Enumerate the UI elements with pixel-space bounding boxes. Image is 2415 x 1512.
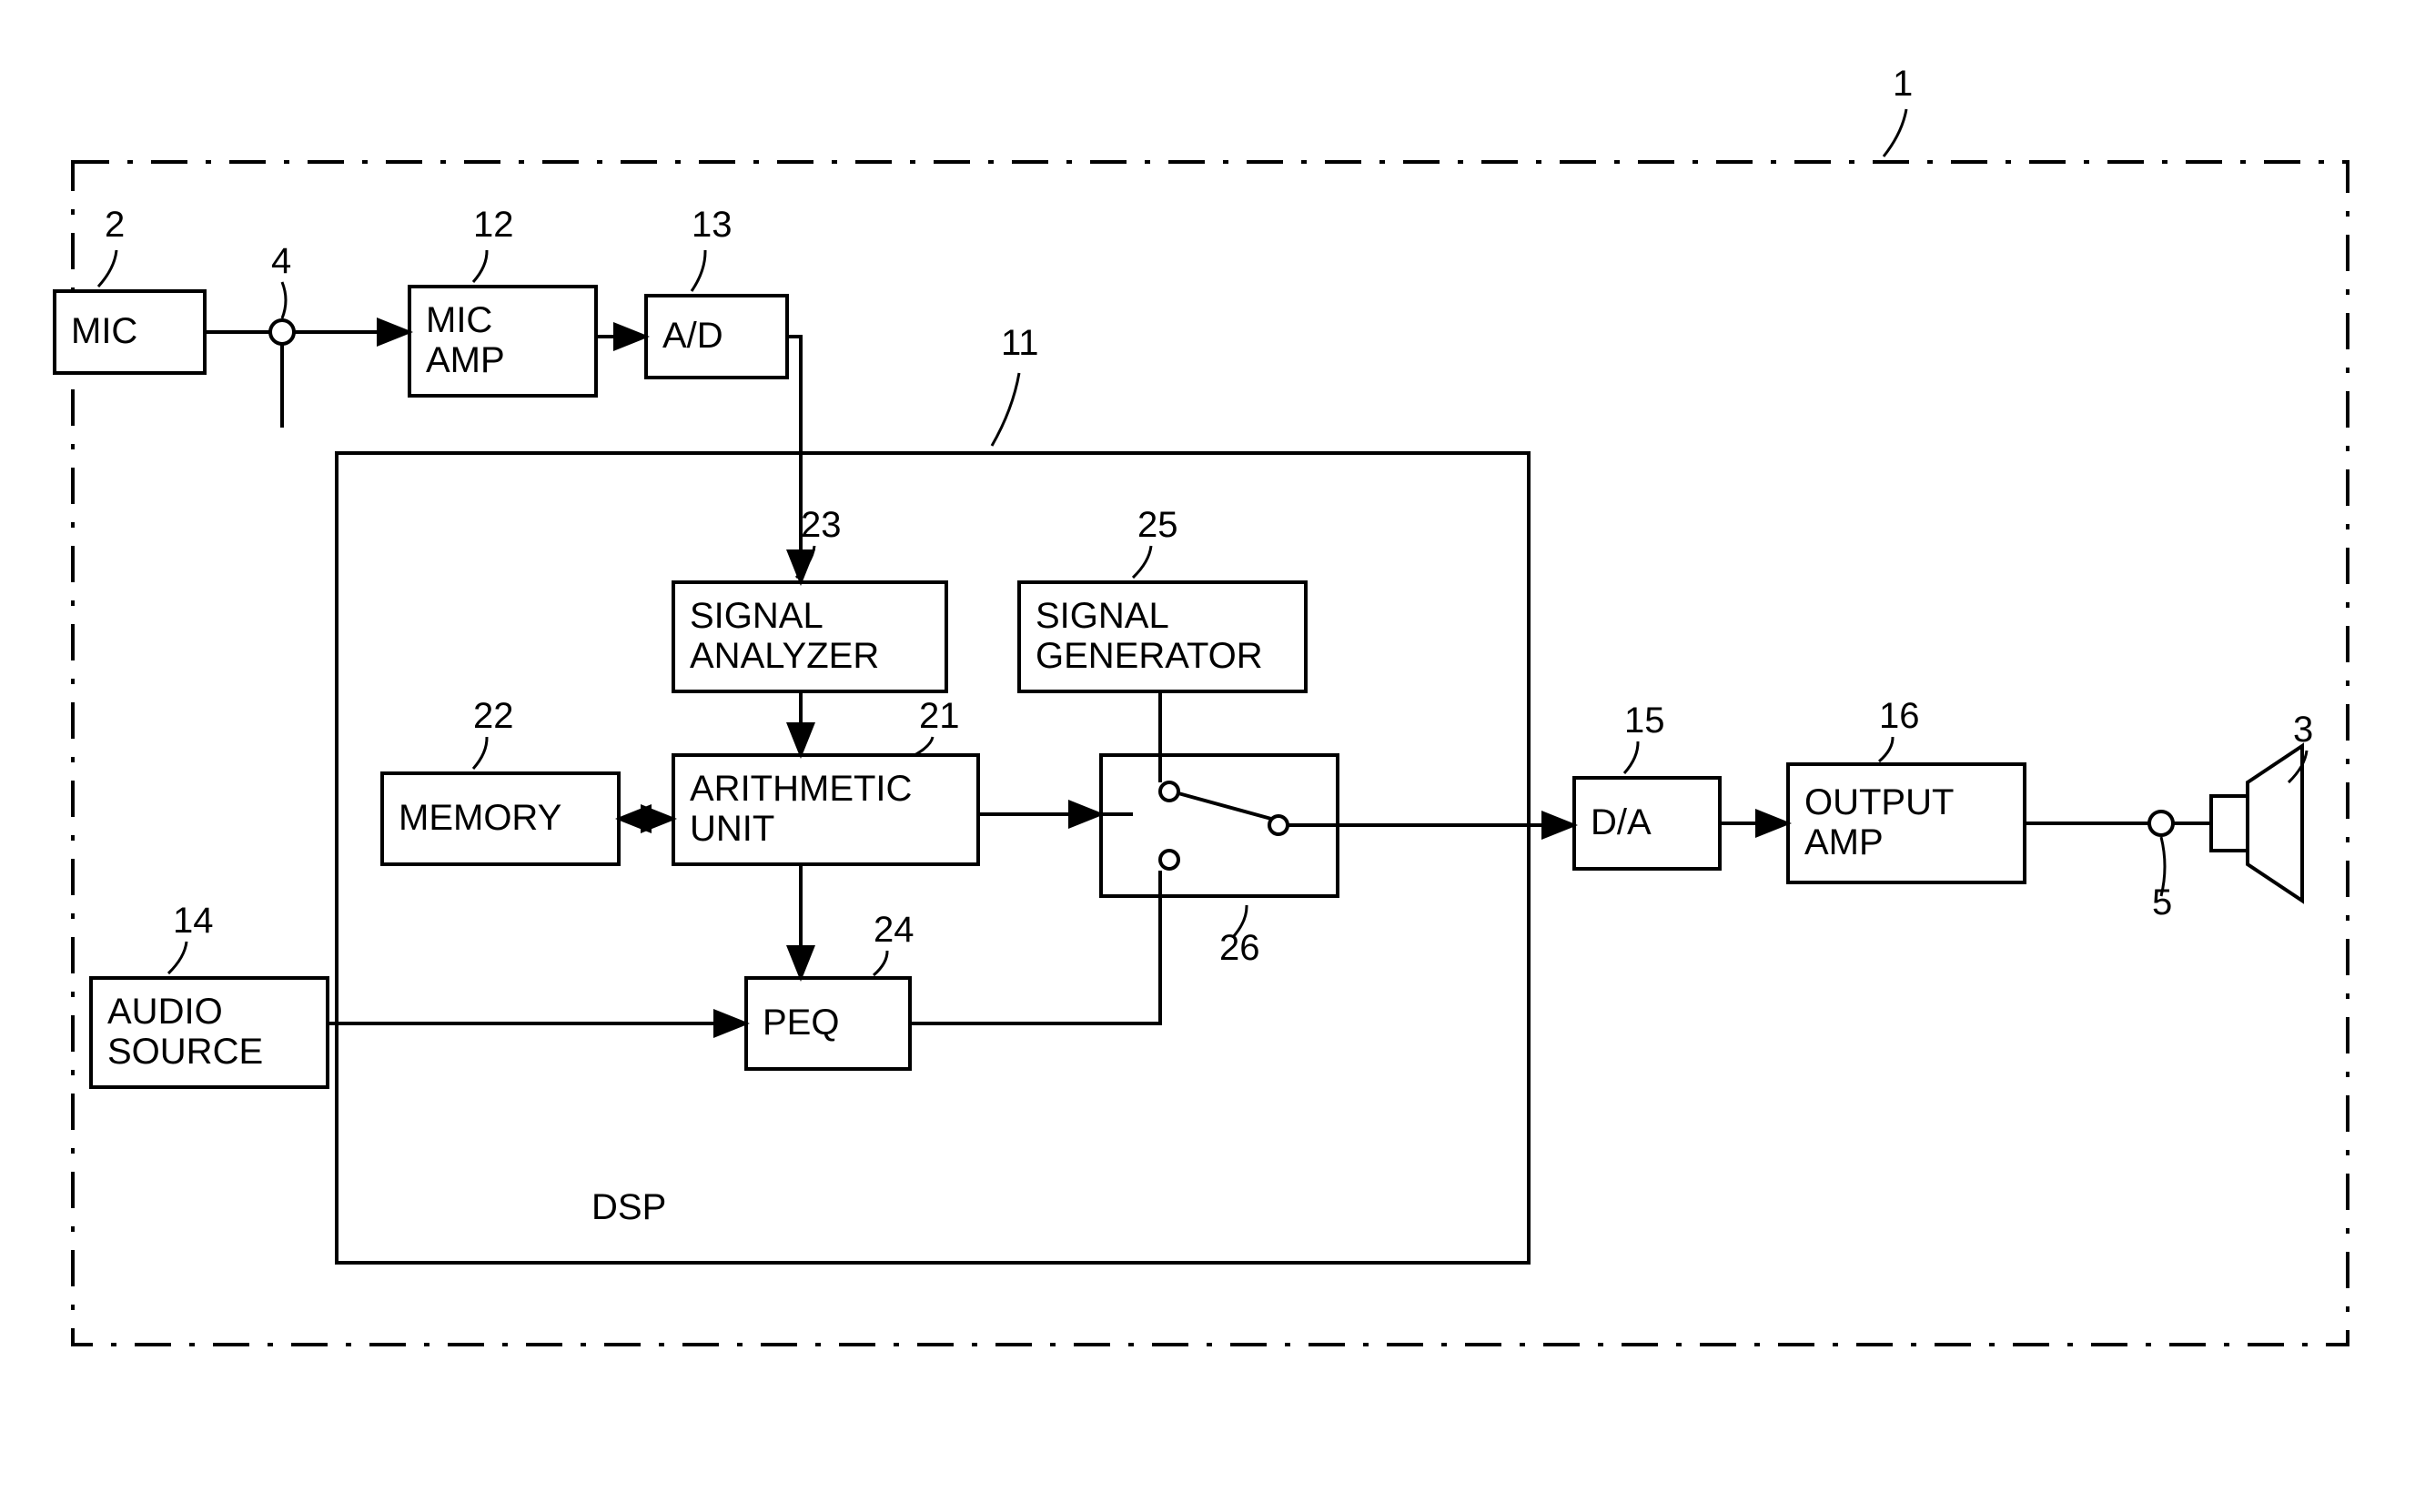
ref-23: 23 xyxy=(801,505,842,545)
mic_amp-label: MIC xyxy=(426,300,492,340)
ref-15: 15 xyxy=(1624,701,1665,741)
out_amp-label: AMP xyxy=(1804,822,1884,862)
ref-14: 14 xyxy=(173,901,214,941)
arith-label: UNIT xyxy=(690,809,774,849)
ref-leader xyxy=(1884,109,1906,156)
mic_amp-label: AMP xyxy=(426,340,505,380)
ref-3: 3 xyxy=(2293,710,2313,750)
out_amp-label: OUTPUT xyxy=(1804,782,1954,822)
arith-label: ARITHMETIC xyxy=(690,769,912,809)
ref-24: 24 xyxy=(874,910,914,950)
peq-label: PEQ xyxy=(763,1003,839,1043)
ref-16: 16 xyxy=(1879,696,1920,736)
ref-26: 26 xyxy=(1219,928,1260,968)
memory-label: MEMORY xyxy=(399,798,561,838)
ref-13: 13 xyxy=(692,205,733,245)
ref-21: 21 xyxy=(919,696,960,736)
port-p5 xyxy=(2149,811,2173,835)
switch-terminal-2 xyxy=(1269,816,1288,834)
port-p4 xyxy=(270,320,294,344)
ref-22: 22 xyxy=(473,696,514,736)
ref-25: 25 xyxy=(1137,505,1178,545)
da-label: D/A xyxy=(1591,802,1652,842)
audio_src-label: AUDIO xyxy=(107,992,223,1032)
block-diagram: DSP MICMICAMPA/DSIGNALANALYZERSIGNALGENE… xyxy=(0,0,2415,1512)
ref-2: 2 xyxy=(105,205,125,245)
sig_anal-label: ANALYZER xyxy=(690,636,879,676)
audio_src-label: SOURCE xyxy=(107,1032,263,1072)
ad-label: A/D xyxy=(662,316,723,356)
switch-terminal-0 xyxy=(1160,782,1178,801)
ref-11: 11 xyxy=(1001,323,1039,363)
sig_anal-label: SIGNAL xyxy=(690,596,824,636)
ref-1: 1 xyxy=(1893,64,1913,104)
dsp-label: DSP xyxy=(591,1187,666,1227)
sig_gen-label: GENERATOR xyxy=(1036,636,1263,676)
ref-4: 4 xyxy=(271,241,291,281)
switch-terminal-1 xyxy=(1160,851,1178,869)
ref-12: 12 xyxy=(473,205,514,245)
mic-label: MIC xyxy=(71,311,137,351)
ref-5: 5 xyxy=(2152,882,2172,922)
sig_gen-label: SIGNAL xyxy=(1036,596,1169,636)
